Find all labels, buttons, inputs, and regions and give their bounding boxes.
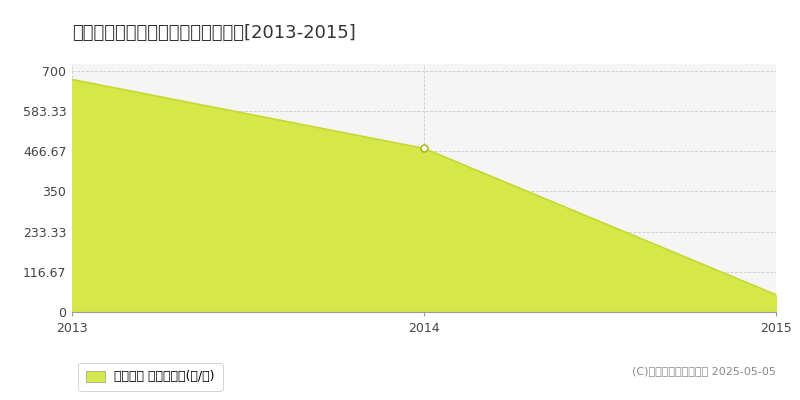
Text: 度会郡大紀町大内山　林地価格推移[2013-2015]: 度会郡大紀町大内山 林地価格推移[2013-2015] [72, 24, 356, 42]
Text: (C)土地価格ドットコム 2025-05-05: (C)土地価格ドットコム 2025-05-05 [632, 366, 776, 376]
Legend: 林地価格 平均坪単価(円/坪): 林地価格 平均坪単価(円/坪) [78, 363, 222, 391]
